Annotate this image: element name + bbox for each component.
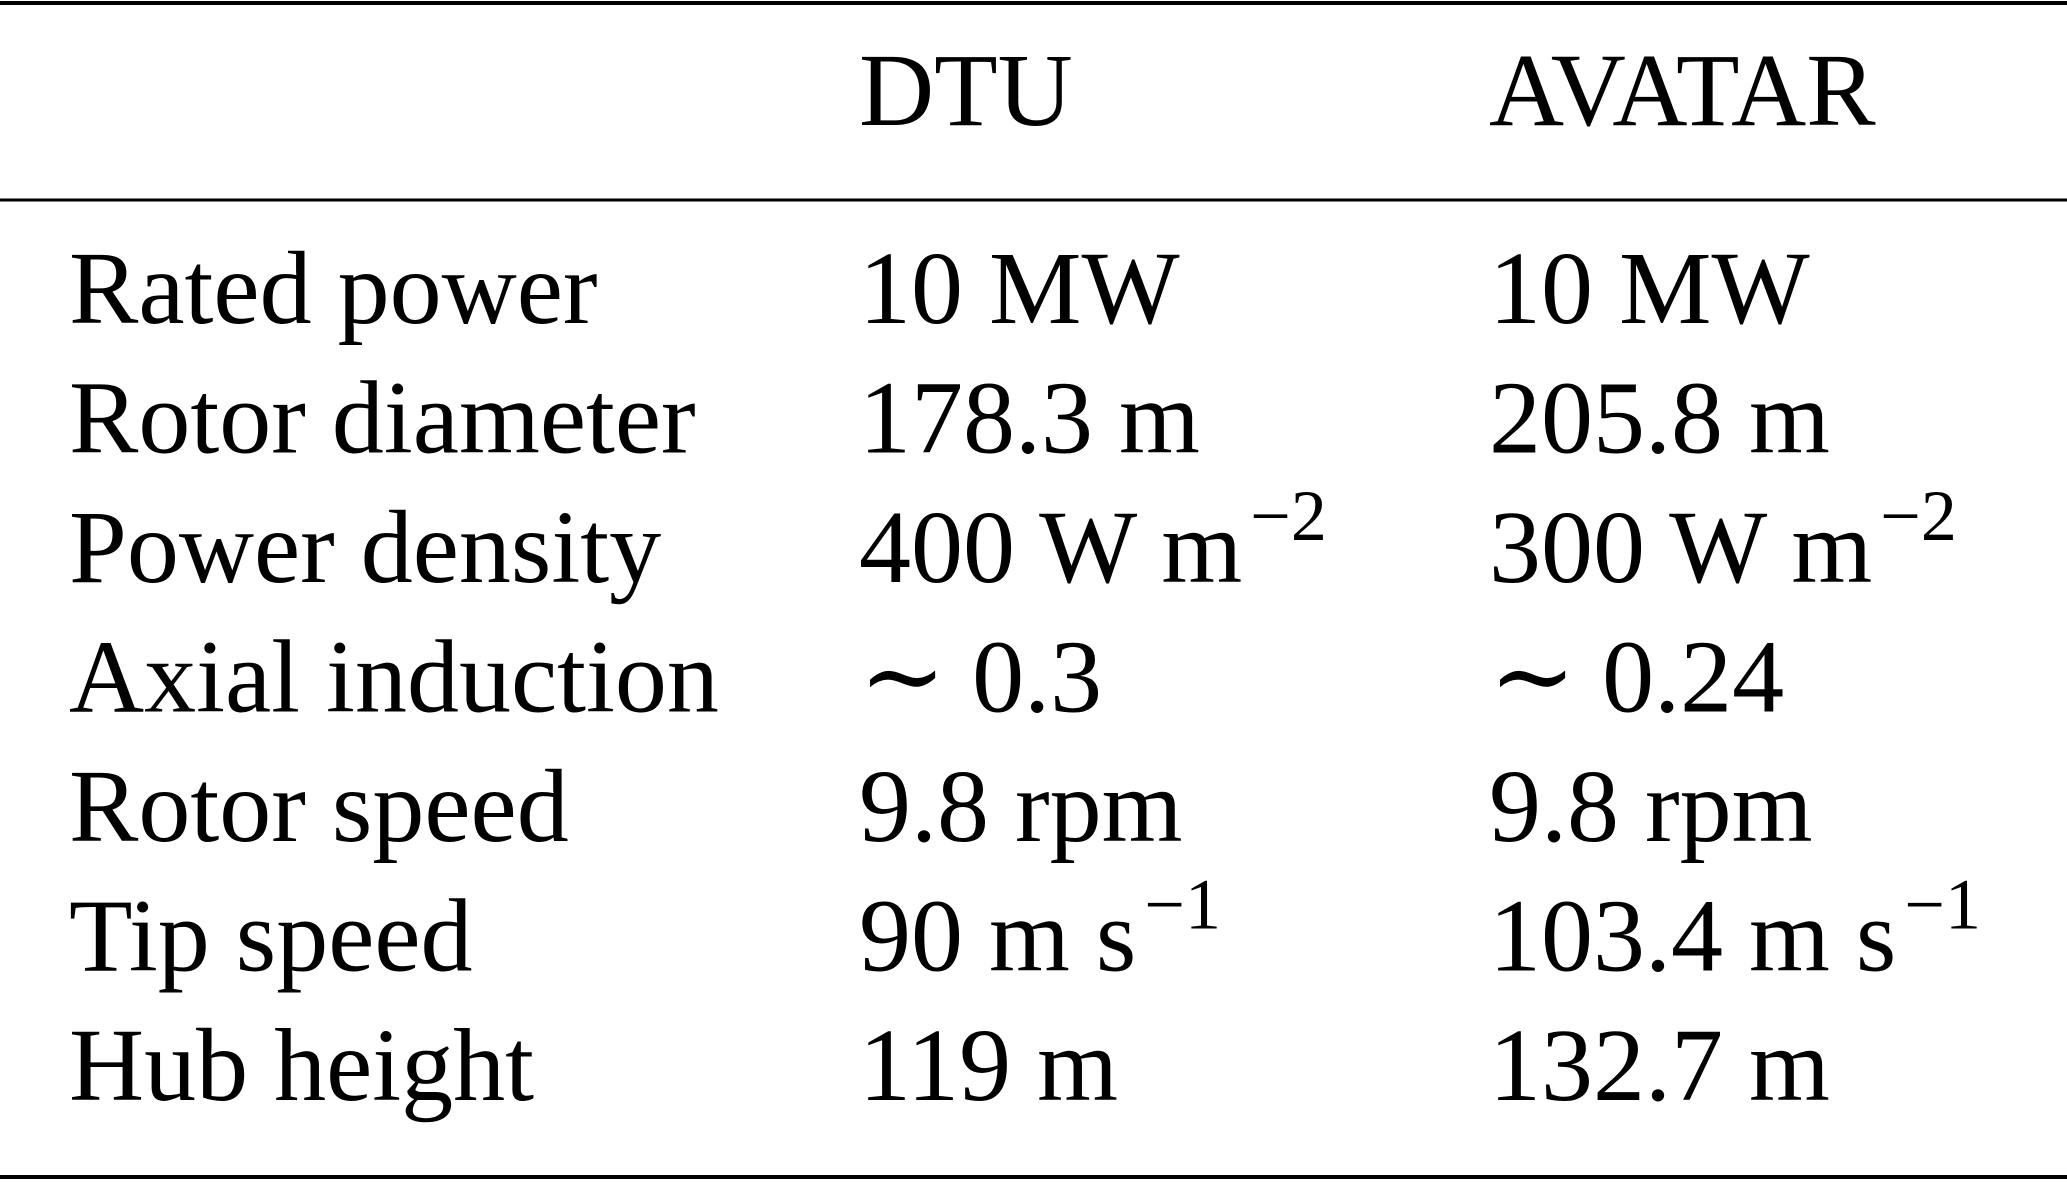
- row-label: Tip speed: [69, 879, 473, 994]
- cell-text: 205.8 m: [1489, 361, 1830, 476]
- cell-text: 103.4 m s: [1489, 879, 1896, 994]
- column-header: AVATAR: [1489, 33, 1876, 148]
- cell-text: 90 m s: [859, 879, 1136, 994]
- cell-superscript: −1: [1904, 865, 1981, 945]
- cell-text: 400 W m: [859, 490, 1242, 605]
- cell: 300 W m −2: [1489, 476, 1957, 605]
- cell: ∼ 0.3: [859, 620, 1102, 735]
- cell: 10 MW: [1489, 231, 1810, 346]
- cell: 103.4 m s −1: [1489, 865, 1981, 994]
- cell: ∼ 0.24: [1489, 620, 1784, 735]
- cell-text: 119 m: [859, 1008, 1118, 1123]
- row-label: Axial induction: [69, 620, 719, 735]
- column-header: DTU: [859, 33, 1073, 148]
- cell-superscript: −2: [1880, 476, 1957, 556]
- cell-text: ∼ 0.3: [859, 620, 1102, 735]
- cell: 9.8 rpm: [1489, 749, 1813, 864]
- cell-text: 132.7 m: [1489, 1008, 1830, 1123]
- cell-text: 300 W m: [1489, 490, 1872, 605]
- cell-superscript: −1: [1144, 865, 1221, 945]
- row-label: Rated power: [69, 231, 597, 346]
- row-label: Power density: [69, 490, 661, 605]
- row-label: Rotor diameter: [69, 361, 696, 476]
- cell-text: 178.3 m: [859, 361, 1200, 476]
- cell: 400 W m −2: [859, 476, 1327, 605]
- row-label: Hub height: [69, 1008, 534, 1123]
- cell: 10 MW: [859, 231, 1180, 346]
- cell-text: 9.8 rpm: [1489, 749, 1813, 864]
- cell-text: ∼ 0.24: [1489, 620, 1784, 735]
- cell-superscript: −2: [1250, 476, 1327, 556]
- cell-text: 10 MW: [1489, 231, 1810, 346]
- cell: 119 m: [859, 1008, 1118, 1123]
- cell: 9.8 rpm: [859, 749, 1183, 864]
- cell: 178.3 m: [859, 361, 1200, 476]
- cell: 132.7 m: [1489, 1008, 1830, 1123]
- cell-text: 10 MW: [859, 231, 1180, 346]
- cell-text: 9.8 rpm: [859, 749, 1183, 864]
- row-label: Rotor speed: [69, 749, 569, 864]
- cell: 90 m s −1: [859, 865, 1221, 994]
- cell: 205.8 m: [1489, 361, 1830, 476]
